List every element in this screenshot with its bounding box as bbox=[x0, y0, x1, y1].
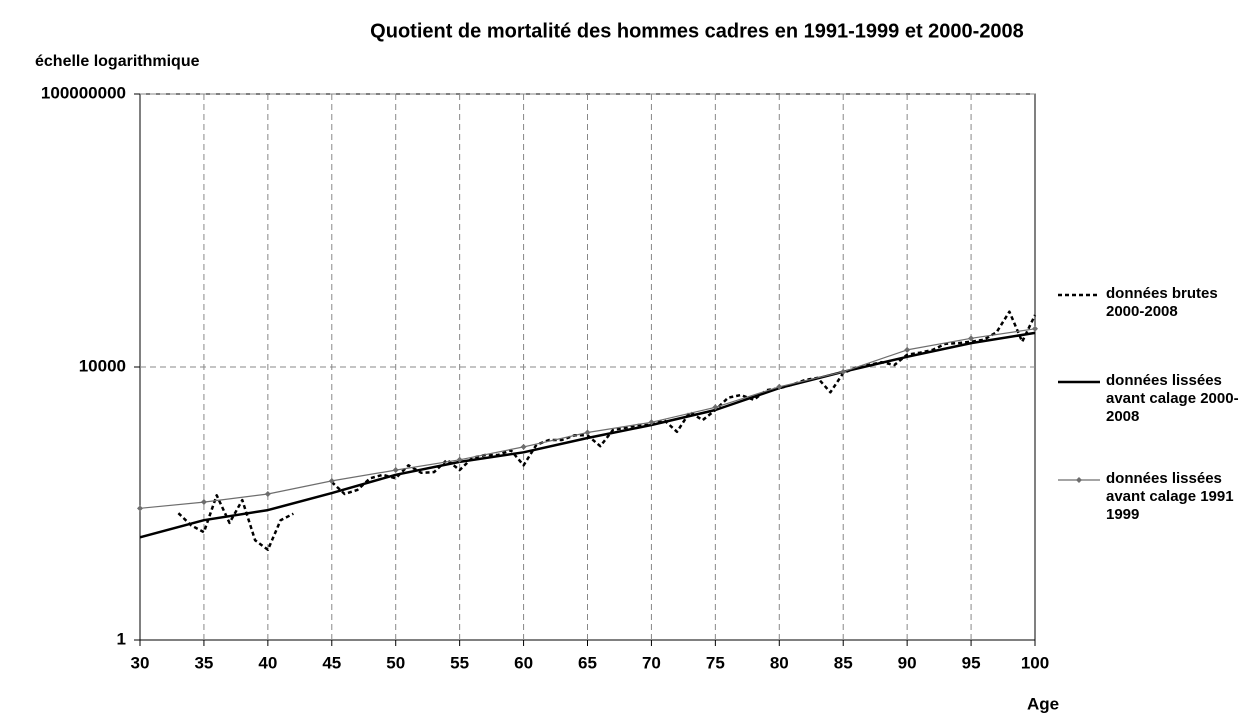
series-marker bbox=[648, 419, 655, 426]
x-tick-label: 40 bbox=[258, 653, 277, 672]
x-tick-label: 75 bbox=[706, 653, 725, 672]
series-marker bbox=[520, 443, 527, 450]
x-tick-label: 60 bbox=[514, 653, 533, 672]
x-tick-label: 85 bbox=[834, 653, 853, 672]
series-marker bbox=[392, 467, 399, 474]
x-tick-label: 65 bbox=[578, 653, 597, 672]
x-tick-label: 50 bbox=[386, 653, 405, 672]
legend-marker bbox=[1076, 477, 1082, 483]
series-marker bbox=[456, 456, 463, 463]
series-marker bbox=[840, 368, 847, 375]
y-tick-label: 10000 bbox=[79, 356, 126, 375]
series-marker bbox=[200, 499, 207, 506]
x-tick-label: 90 bbox=[898, 653, 917, 672]
x-tick-label: 80 bbox=[770, 653, 789, 672]
chart-title: Quotient de mortalité des hommes cadres … bbox=[370, 20, 1024, 42]
legend-label: données brutes 2000-2008 bbox=[1106, 285, 1218, 320]
series-marker bbox=[1032, 325, 1038, 332]
x-tick-label: 35 bbox=[194, 653, 213, 672]
legend-label: données lissées avant calage 2000-2008 bbox=[1106, 372, 1239, 425]
series-marker bbox=[137, 505, 143, 512]
series-marker bbox=[328, 477, 335, 484]
x-axis-label: Age bbox=[1027, 694, 1059, 713]
y-tick-label: 1 bbox=[117, 629, 126, 648]
x-tick-label: 95 bbox=[962, 653, 981, 672]
series-line bbox=[177, 494, 294, 552]
legend-entry: données brutes 2000-2008 bbox=[1106, 285, 1218, 320]
x-tick-label: 100 bbox=[1021, 653, 1049, 672]
legend-label: données lissées avant calage 1991 1999 bbox=[1106, 470, 1234, 523]
x-tick-label: 55 bbox=[450, 653, 469, 672]
y-axis-label: échelle logarithmique bbox=[35, 53, 200, 70]
x-tick-label: 70 bbox=[642, 653, 661, 672]
series-marker bbox=[584, 429, 591, 436]
series-marker bbox=[776, 383, 783, 390]
series-marker bbox=[904, 346, 911, 353]
series-marker bbox=[264, 490, 271, 497]
legend-entry: données lissées avant calage 2000-2008 bbox=[1106, 372, 1239, 425]
x-tick-label: 30 bbox=[131, 653, 150, 672]
series-marker bbox=[712, 404, 719, 411]
legend-entry: données lissées avant calage 1991 1999 bbox=[1106, 470, 1234, 523]
y-tick-label: 100000000 bbox=[41, 83, 126, 102]
x-tick-label: 45 bbox=[322, 653, 341, 672]
series-marker bbox=[968, 335, 975, 342]
series-line bbox=[139, 331, 1036, 539]
